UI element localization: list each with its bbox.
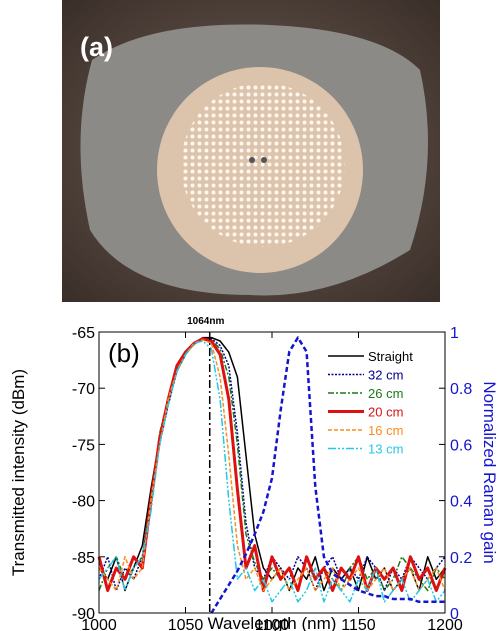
legend-label: 20 cm	[368, 405, 403, 420]
y-tick-label: -70	[72, 381, 95, 398]
y-tick-label: -75	[72, 437, 95, 454]
x-axis-label: Wavelength (nm)	[208, 614, 337, 631]
legend-label: 16 cm	[368, 423, 403, 438]
y2-axis-label: Normalized Raman gain	[480, 381, 497, 563]
legend-label: 32 cm	[368, 368, 403, 383]
y-tick-label: -80	[72, 494, 95, 511]
y2-tick-label: 1	[450, 325, 459, 342]
plot-frame	[98, 331, 446, 614]
y2-tick-label: 0.6	[450, 437, 472, 454]
series-line	[210, 336, 445, 614]
photo	[62, 0, 440, 302]
y-tick-label: -90	[72, 606, 95, 623]
legend-label: 26 cm	[368, 386, 403, 401]
panel-label: (b)	[108, 338, 140, 368]
y2-tick-label: 0.8	[450, 381, 472, 398]
x-tick-label: 1200	[427, 617, 463, 631]
legend-label: 13 cm	[368, 442, 403, 457]
x-tick-label: 1100	[255, 617, 290, 631]
y2-tick-label: 0.4	[450, 494, 472, 511]
y-tick-label: -65	[72, 325, 95, 342]
series-line	[98, 339, 446, 592]
chart: 1000 1050 1100 1150 1200 -90 -85 -80 -75 -70 -65 0 0…	[9, 316, 497, 631]
x-tick-label: 1050	[168, 617, 204, 631]
panel-label: (a)	[80, 32, 113, 62]
x-tick-label: 1000	[81, 617, 117, 631]
y-axis-label: Transmitted intensity (dBm)	[9, 369, 28, 576]
y2-tick-label: 0	[450, 606, 459, 623]
x-tick-label: 1150	[341, 617, 376, 631]
annotation: 1064nm	[187, 316, 224, 327]
legend-label: Straight	[368, 349, 413, 364]
y-tick-label: -85	[72, 550, 95, 567]
y2-tick-label: 0.2	[450, 550, 472, 567]
